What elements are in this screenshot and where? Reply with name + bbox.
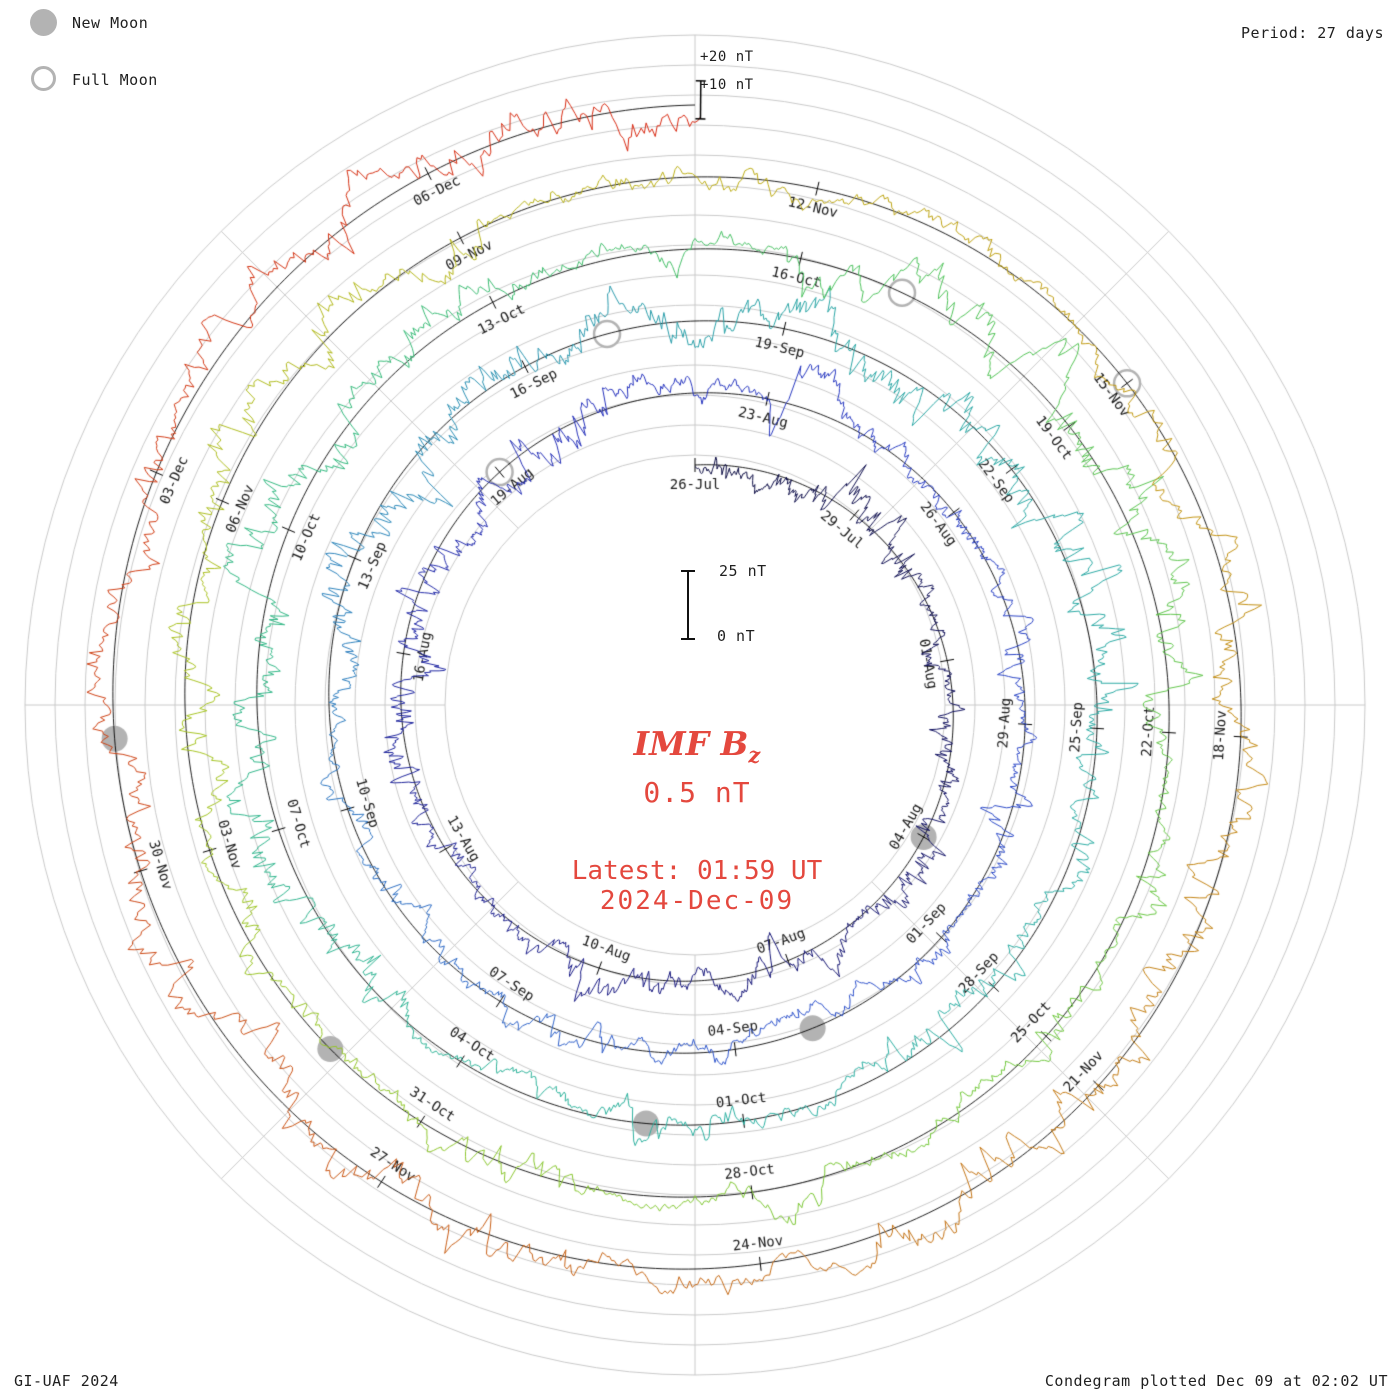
scale-bar-top-label: 25 nT bbox=[719, 562, 767, 580]
period-label: Period: 27 days bbox=[1241, 24, 1384, 42]
radial-scale-plus10-label: +10 nT bbox=[700, 77, 754, 93]
legend-full-moon-label: Full Moon bbox=[72, 71, 158, 89]
credit-label: GI-UAF 2024 bbox=[14, 1372, 119, 1390]
plot-title-text: IMF B bbox=[633, 724, 749, 763]
plot-title-subscript: z bbox=[748, 742, 761, 768]
plot-title: IMF Bz bbox=[497, 724, 897, 768]
full-moon-icon bbox=[31, 66, 56, 91]
latest-time-label: Latest: 01:59 UT bbox=[571, 856, 823, 886]
nT-scale-bar bbox=[681, 570, 695, 640]
new-moon-icon bbox=[30, 9, 57, 36]
footer-label: Condegram plotted Dec 09 at 02:02 UT bbox=[1044, 1372, 1388, 1390]
scale-bar-bottom-label: 0 nT bbox=[717, 627, 756, 645]
legend-new-moon-label: New Moon bbox=[72, 14, 149, 32]
radial-scale-plus20-label: +20 nT bbox=[700, 49, 754, 65]
latest-bz-value: 0.5 nT bbox=[643, 776, 751, 809]
latest-date-label: 2024-Dec-09 bbox=[599, 886, 795, 916]
